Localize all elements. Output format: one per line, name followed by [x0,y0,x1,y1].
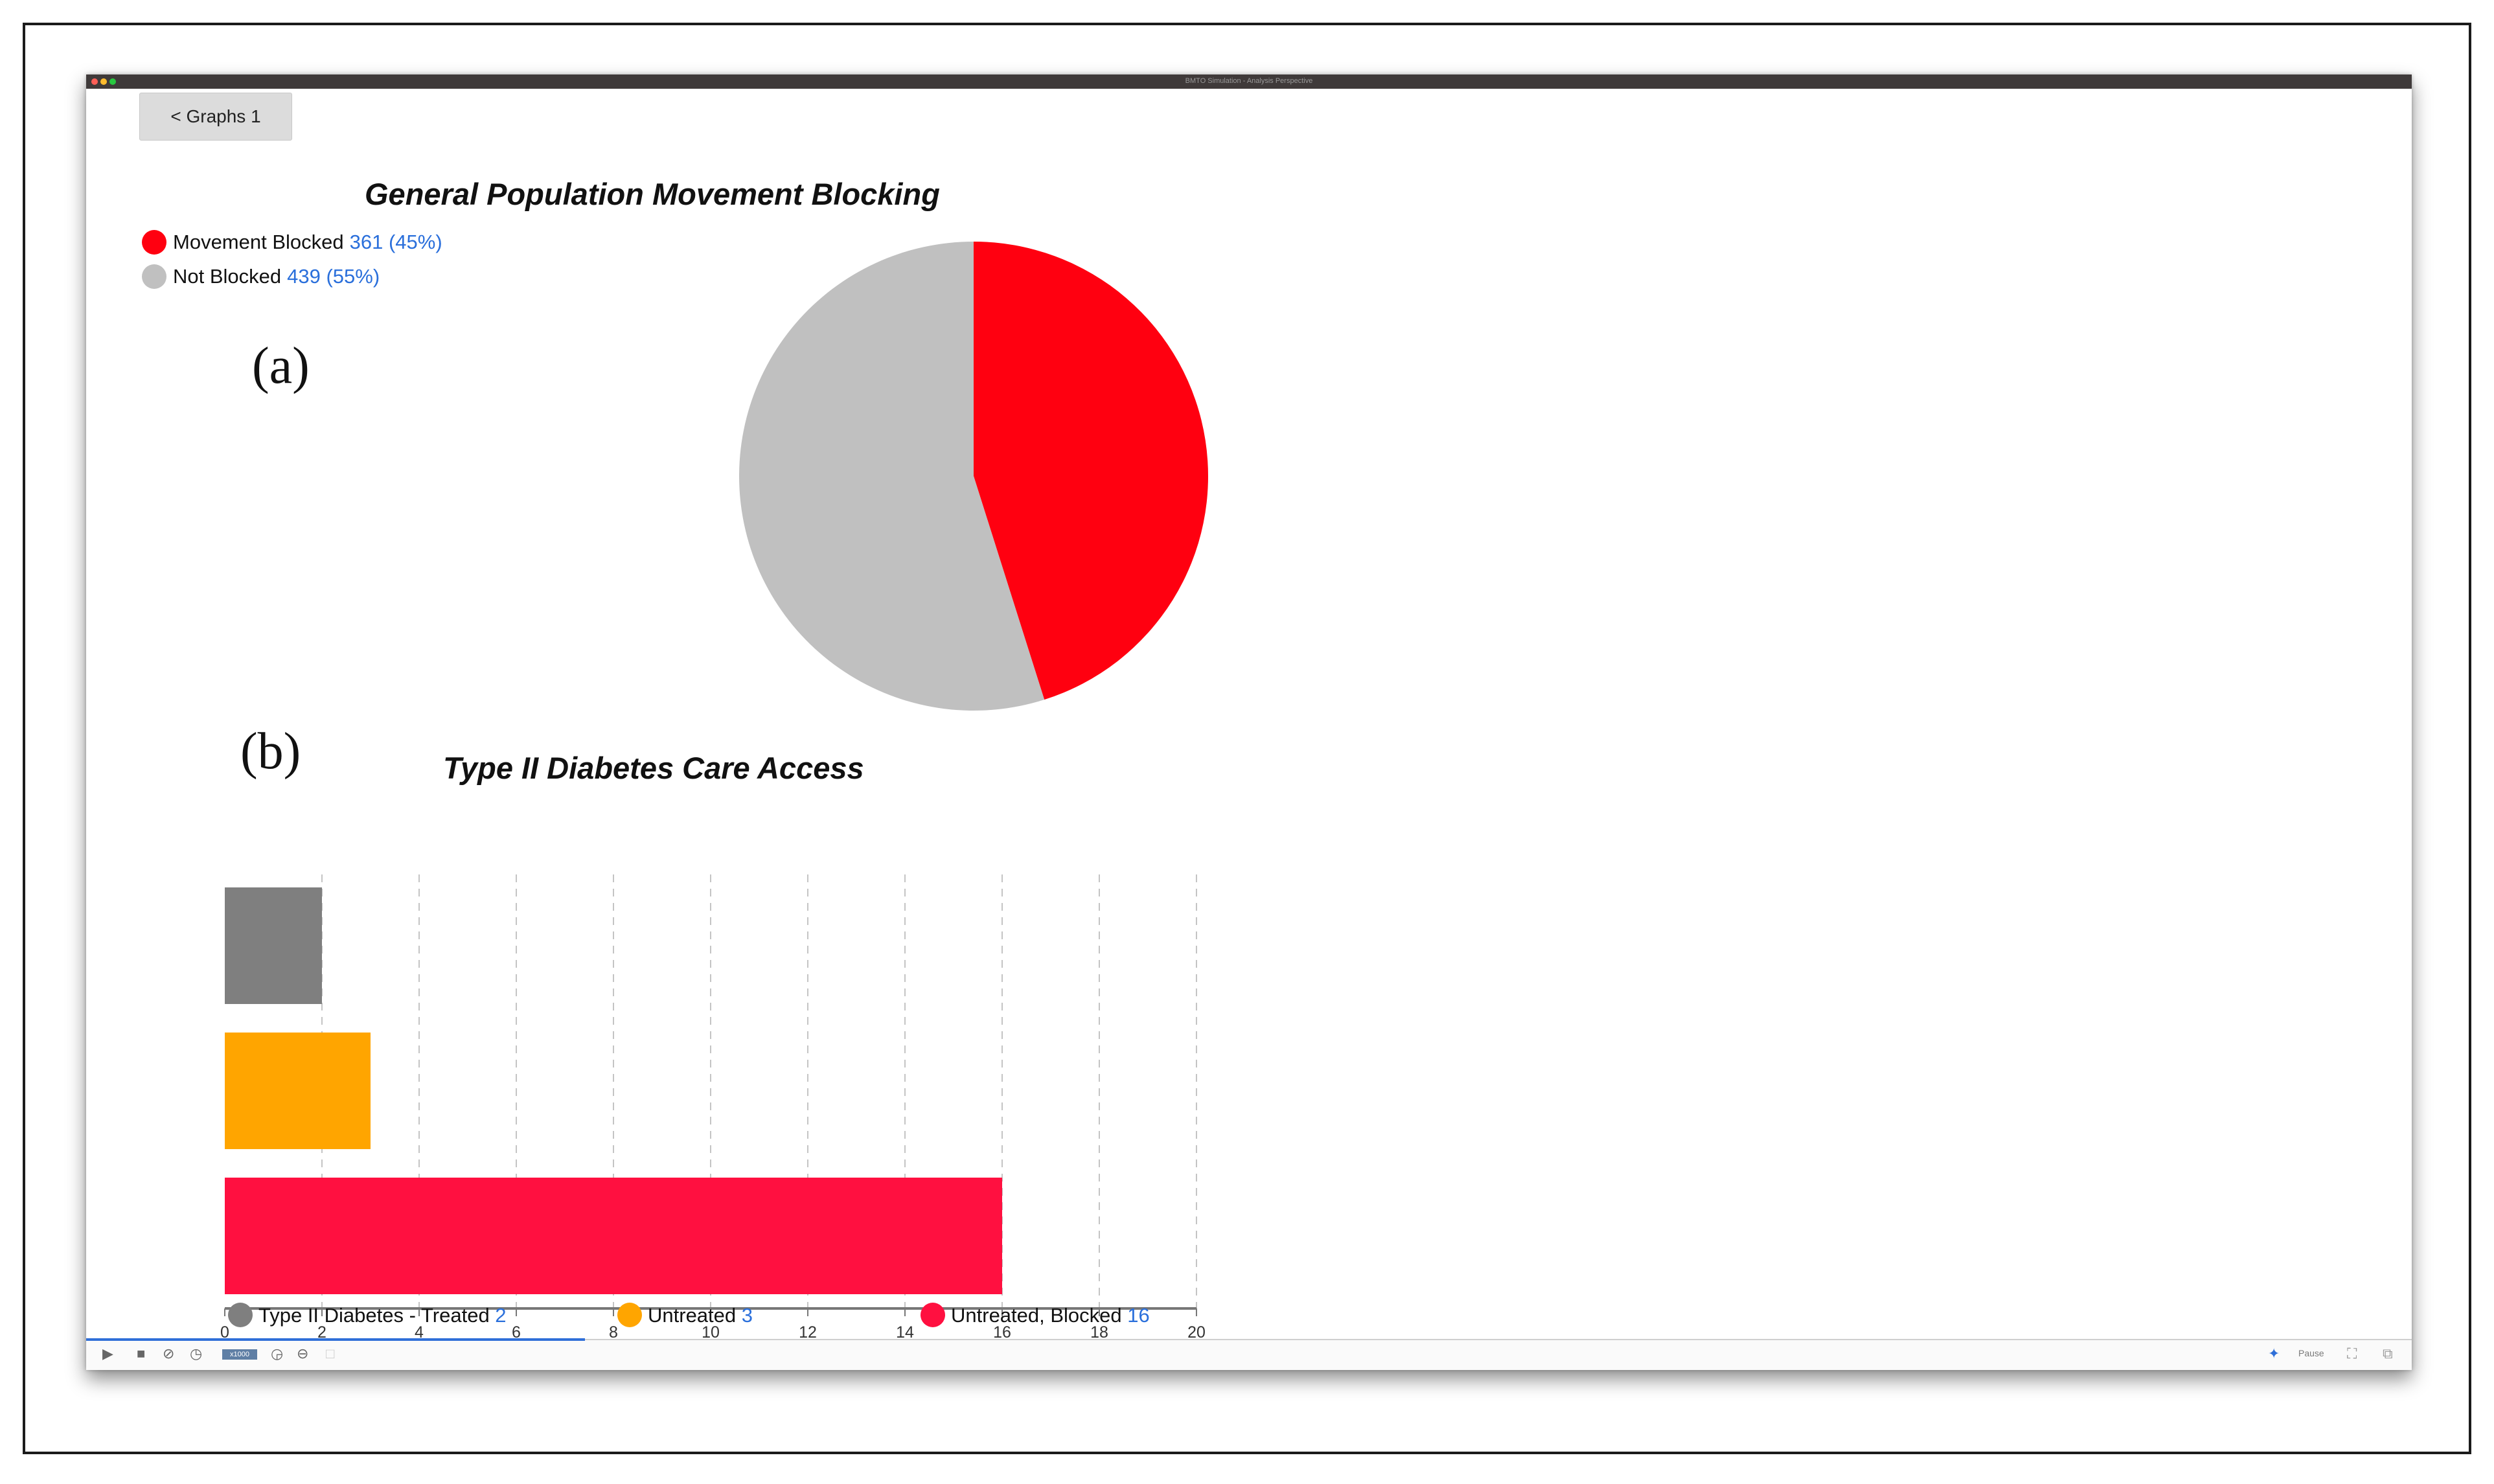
x-tick-label: 0 [220,1323,229,1341]
legend-label: Untreated, Blocked 16 [951,1304,1150,1327]
pie-slice-movement-blocked[interactable] [974,242,1208,700]
figure-frame [23,23,2471,1454]
minimize-window-icon[interactable] [100,78,107,85]
realtime-icon[interactable]: ⊖ [297,1345,309,1362]
pie-slice-not-blocked[interactable] [739,242,1045,711]
legend-label: Untreated 3 [648,1304,753,1327]
legend-swatch [142,264,166,289]
legend-item-untreated: Untreated 3 [617,1303,753,1327]
x-tick-label: 20 [1187,1323,1206,1341]
app-window: BMTO Simulation - Analysis Perspective <… [86,74,2412,1370]
step-icon[interactable]: ⊘ [163,1345,175,1362]
simulation-progress-bar [86,1338,585,1341]
pie-chart-title: General Population Movement Blocking [365,177,940,211]
speed-up-icon[interactable]: ◶ [271,1345,284,1362]
legend-item-not-blocked: Not Blocked 439 (55%) [142,264,380,289]
bar-untreated-blocked[interactable] [225,1178,1002,1294]
bar-untreated[interactable] [225,1033,371,1149]
zoom-window-icon[interactable] [109,78,116,85]
x-tick-label: 2 [317,1323,326,1341]
pause-label[interactable]: Pause [2298,1348,2324,1358]
back-to-graphs-button[interactable]: < Graphs 1 [139,93,292,141]
legend-label: Movement Blocked [173,231,344,253]
legend-value: 2 [495,1304,506,1327]
legend-swatch [228,1303,253,1327]
title-bar: BMTO Simulation - Analysis Perspective [86,74,2412,89]
close-window-icon[interactable] [91,78,98,85]
panel-label-a: (a) [252,337,310,394]
legend-value: 3 [742,1304,753,1327]
legend-item-untreated-blocked: Untreated, Blocked 16 [921,1303,1150,1327]
x-tick-label: 14 [896,1323,914,1341]
panel-label-b: (b) [240,723,301,780]
legend-swatch [617,1303,642,1327]
bar-type-ii-diabetes-treated[interactable] [225,887,322,1004]
stop-icon[interactable]: ■ [137,1345,146,1362]
x-tick-label: 10 [702,1323,720,1341]
legend-swatch [142,230,166,255]
bar-chart-title: Type II Diabetes Care Access [443,751,864,785]
x-tick-label: 4 [415,1323,424,1341]
windows-icon[interactable]: ⧉ [2383,1345,2393,1362]
x-tick-label: 16 [993,1323,1011,1341]
bar-chart: 0 2 4 6 8 10 12 14 16 18 20 Type II Diabetes - Trea… [220,874,1206,1341]
legend-item-type-ii-diabetes-treated: Type II Diabetes - Treated 2 [228,1303,507,1327]
fullscreen-icon[interactable]: ⛶ [2347,1345,2357,1362]
run-status-icon: ✦ [2268,1345,2280,1362]
x-tick-label: 18 [1090,1323,1108,1341]
legend-value: 439 (55%) [287,265,380,288]
play-icon[interactable]: ▶ [102,1345,113,1362]
x-tick-label: 8 [609,1323,618,1341]
pie-chart [739,242,1208,711]
window-title: BMTO Simulation - Analysis Perspective [1185,77,1313,85]
playback-toolbar: ▶ ■ ⊘ ◷ x1000 ◶ ⊖ □ ✦ Pause ⛶ ⧉ [86,1338,2412,1370]
x-tick-label: 12 [799,1323,817,1341]
speed-indicator: x1000 [222,1349,257,1360]
legend-value: 16 [1127,1304,1149,1327]
legend-value: 361 (45%) [349,231,442,253]
legend-item-movement-blocked: Movement Blocked 361 (45%) [142,230,442,255]
legend-label: Not Blocked [173,265,282,288]
legend-swatch [921,1303,945,1327]
slow-down-icon[interactable]: ◷ [190,1345,203,1362]
legend-label: Type II Diabetes - Treated 2 [258,1304,507,1327]
settings-icon[interactable]: □ [326,1345,335,1362]
x-tick-label: 6 [512,1323,521,1341]
